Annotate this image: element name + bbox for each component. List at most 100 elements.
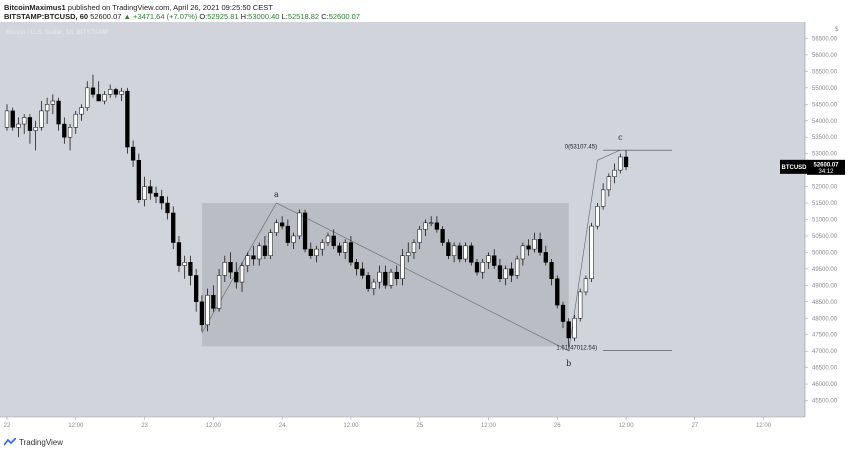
candle <box>623 156 629 168</box>
candle <box>566 321 571 339</box>
candle <box>33 127 38 131</box>
candle <box>417 229 422 243</box>
high-label: H: <box>240 12 249 21</box>
price-tick-label: 56000.00 <box>812 53 838 59</box>
close-label: C: <box>321 12 329 21</box>
price-value-tag <box>807 159 845 175</box>
candle <box>348 242 354 263</box>
candle <box>434 222 440 230</box>
candle <box>578 291 583 319</box>
price-tick-label: 48000.00 <box>812 316 838 322</box>
candle <box>119 90 124 95</box>
candle <box>308 248 313 256</box>
candle <box>377 271 382 283</box>
candle <box>492 255 497 266</box>
candle <box>526 245 531 250</box>
time-tick-label: 12:00 <box>206 423 222 429</box>
price-tick-label: 55000.00 <box>812 86 838 92</box>
candle <box>165 202 170 214</box>
tradingview-brand[interactable]: TradingView <box>19 438 64 447</box>
candle <box>331 235 336 247</box>
candle <box>113 89 119 95</box>
candle <box>62 123 67 138</box>
candle <box>325 235 331 243</box>
candle <box>130 146 136 161</box>
candle <box>371 281 376 289</box>
candle <box>503 268 508 279</box>
candle <box>583 278 589 293</box>
change-value: ▲ +3471.64 (+7.07%) <box>123 12 198 21</box>
candle <box>22 117 27 125</box>
candle <box>171 212 176 243</box>
candle <box>388 271 394 286</box>
candle <box>509 268 514 276</box>
time-tick-label: 12:00 <box>756 423 772 429</box>
footer: TradingView <box>4 438 63 447</box>
candle <box>560 304 566 322</box>
wave-label-c: c <box>618 133 623 142</box>
candle <box>595 206 600 227</box>
candle <box>383 271 388 286</box>
time-tick-label: 27 <box>691 423 698 429</box>
candle <box>211 294 216 309</box>
price-tick-label: 53000.00 <box>812 152 838 158</box>
candle <box>320 242 325 250</box>
candle <box>612 169 617 177</box>
candle <box>279 222 285 227</box>
candle <box>153 192 159 197</box>
candle <box>251 255 256 260</box>
candle <box>343 242 348 253</box>
candle <box>205 294 210 326</box>
candle <box>406 252 411 256</box>
candle <box>606 176 611 191</box>
candle <box>222 262 227 276</box>
candle <box>50 100 55 105</box>
candle <box>239 265 245 283</box>
candle <box>96 94 101 102</box>
candle <box>589 225 594 279</box>
candle <box>451 245 457 256</box>
candle <box>56 100 61 125</box>
time-tick-label: 12:00 <box>68 423 84 429</box>
candle <box>234 271 239 283</box>
candle <box>543 252 548 263</box>
candle <box>44 104 50 112</box>
price-tick-label: 46000.00 <box>812 382 838 388</box>
candle <box>39 110 44 128</box>
candle <box>27 117 33 131</box>
candle <box>188 262 193 276</box>
candle <box>176 242 182 266</box>
price-tick-label: 56500.00 <box>812 36 838 42</box>
time-tick-label: 26 <box>554 423 561 429</box>
candle <box>16 123 21 128</box>
time-tick-label: 25 <box>416 423 423 429</box>
candle <box>474 262 480 273</box>
price-tick-label: 50500.00 <box>812 234 838 240</box>
price-symbol-label: BTCUSD <box>782 165 808 171</box>
currency-tag: $ <box>835 27 839 33</box>
candle <box>514 258 520 276</box>
price-symbol-tag <box>780 159 808 174</box>
candle <box>497 265 503 279</box>
price-chart[interactable]: Bitcoin / U.S. Dollar, 1h, BITSTAMP 0(531… <box>0 22 850 434</box>
price-tick-label: 45500.00 <box>812 399 838 405</box>
time-tick-label: 12:00 <box>343 423 359 429</box>
candle <box>199 301 205 326</box>
candle <box>85 87 90 108</box>
candle <box>486 255 491 263</box>
candle <box>245 255 250 266</box>
author-name[interactable]: BitcoinMaximus1 <box>4 3 66 12</box>
high-value: 53000.40 <box>248 12 280 21</box>
tradingview-logo-icon <box>4 438 16 446</box>
price-tick-label: 54000.00 <box>812 119 838 125</box>
price-tick-label: 51000.00 <box>812 218 838 224</box>
candle <box>216 275 222 309</box>
candle <box>337 245 342 253</box>
time-tick-label: 12:00 <box>619 423 635 429</box>
candle <box>469 245 474 263</box>
price-tick-label: 48500.00 <box>812 300 838 306</box>
candle <box>411 242 417 253</box>
wave-label-b: b <box>566 359 571 368</box>
price-value-label: 52600.07 <box>813 162 839 168</box>
price-tick-label: 49500.00 <box>812 267 838 273</box>
